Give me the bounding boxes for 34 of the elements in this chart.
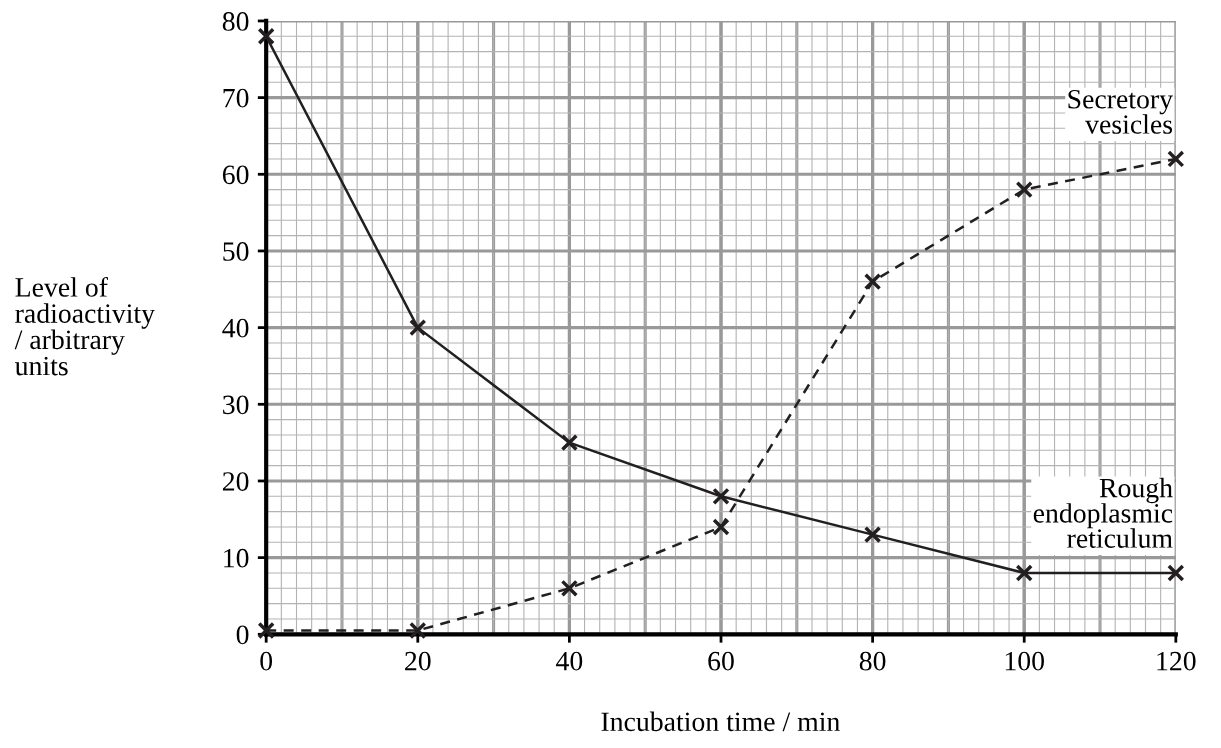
point	[712, 518, 730, 536]
x-tick-label: 40	[556, 651, 583, 671]
point	[1015, 180, 1033, 199]
y-tick-label: 80	[222, 12, 249, 31]
y-tick-label: 70	[223, 88, 249, 108]
x-axis-title: Incubation time / min	[601, 711, 840, 732]
point	[409, 621, 427, 640]
x-tick-label: 0	[260, 651, 273, 671]
point	[1167, 564, 1185, 582]
point	[560, 579, 579, 597]
y-tick-label: 0	[236, 625, 249, 645]
series-label: Secretory vesicles	[1068, 89, 1173, 134]
point	[257, 621, 275, 640]
y-tick-label: 10	[224, 548, 249, 568]
point	[1015, 564, 1033, 582]
x-tick-label: 120	[1157, 651, 1196, 671]
y-tick-label: 50	[223, 242, 249, 261]
y-tick-label: 60	[222, 165, 249, 185]
point	[257, 27, 275, 45]
x-tick-label: 20	[405, 651, 431, 671]
x-tick-label: 80	[859, 651, 886, 671]
y-tick-label: 30	[223, 395, 249, 415]
point	[1167, 150, 1185, 168]
x-tick-label: 60	[708, 651, 734, 671]
x-tick-label: 100	[1005, 651, 1044, 671]
point	[863, 525, 882, 544]
y-tick-label: 20	[222, 472, 249, 491]
point	[863, 272, 882, 291]
y-axis-title: Level of radioactivity / arbitrary units	[14, 276, 155, 376]
y-tick-label: 40	[222, 318, 249, 338]
point	[560, 433, 579, 452]
point	[409, 318, 427, 337]
series-label: Rough endoplasmic reticulum	[1033, 477, 1173, 548]
point	[712, 487, 730, 505]
